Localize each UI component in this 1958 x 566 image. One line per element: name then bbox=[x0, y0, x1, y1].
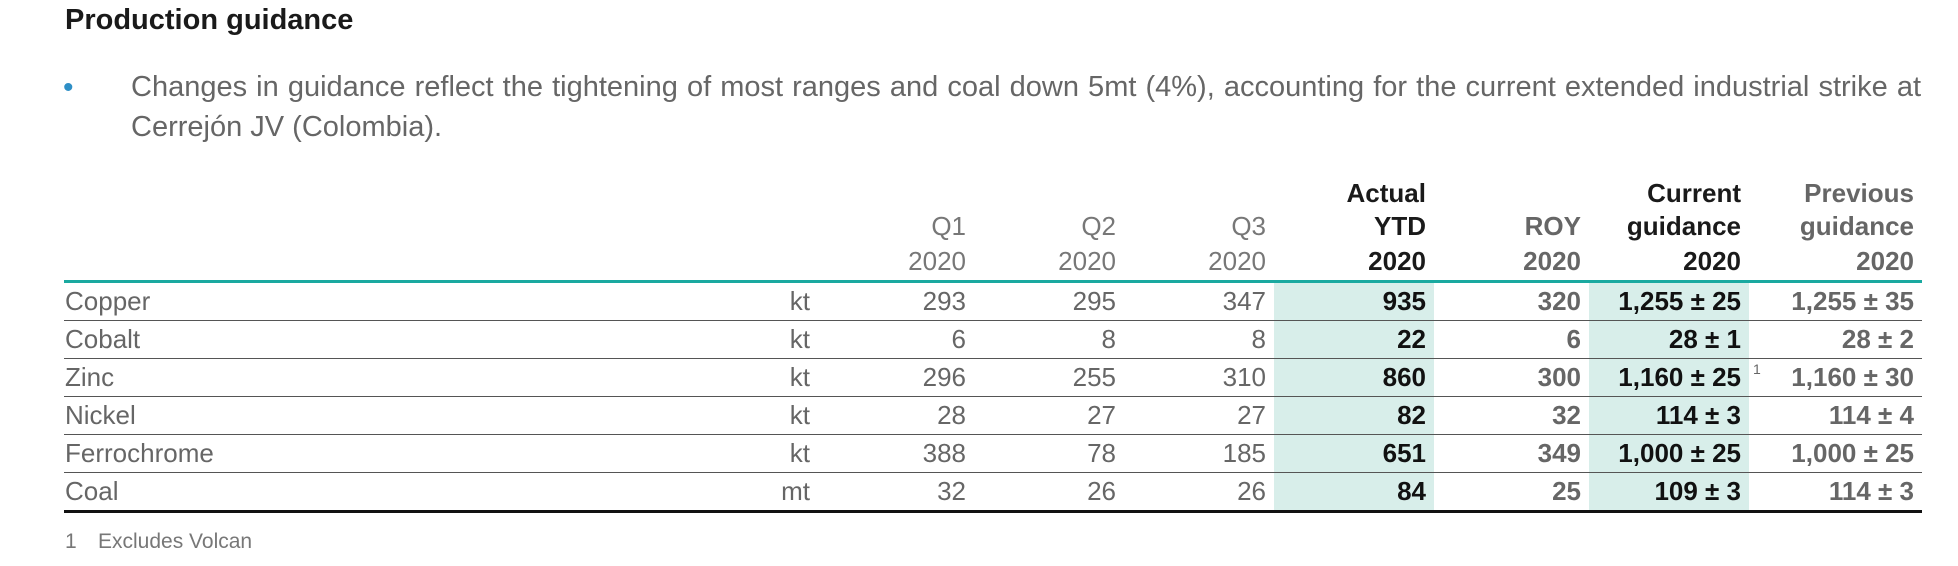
cell-q2: 78 bbox=[974, 434, 1124, 473]
cell-unit: kt bbox=[624, 358, 824, 397]
page-title: Production guidance bbox=[65, 4, 354, 36]
cell-previous: 1,255 ± 35 bbox=[1763, 281, 1922, 321]
header-previous-line2: guidance bbox=[1799, 211, 1914, 241]
cell-q1: 296 bbox=[824, 358, 974, 397]
header-year-row: 2020 2020 2020 2020 2020 2020 2020 bbox=[64, 244, 1922, 283]
table-row: Cobalt kt 6 8 8 22 6 28 ± 1 28 ± 2 bbox=[64, 320, 1922, 359]
header-ytd-line1: Actual bbox=[1346, 178, 1426, 208]
cell-unit: kt bbox=[624, 281, 824, 321]
header-row-1: Actual Current Previous bbox=[64, 178, 1922, 211]
header-q2-year: 2020 bbox=[974, 244, 1124, 283]
table-row: Nickel kt 28 27 27 82 32 114 ± 3 114 ± 4 bbox=[64, 396, 1922, 435]
header-roy-year: 2020 bbox=[1434, 244, 1589, 283]
cell-current: 1,000 ± 25 bbox=[1589, 434, 1749, 473]
cell-fn bbox=[1749, 320, 1763, 359]
cell-current: 28 ± 1 bbox=[1589, 320, 1749, 359]
cell-current: 1,255 ± 25 bbox=[1589, 281, 1749, 321]
cell-roy: 25 bbox=[1434, 472, 1589, 513]
header-ytd-year: 2020 bbox=[1274, 244, 1434, 283]
cell-fn bbox=[1749, 472, 1763, 513]
cell-unit: kt bbox=[624, 434, 824, 473]
cell-q3: 26 bbox=[1124, 472, 1274, 513]
table-row: Zinc kt 296 255 310 860 300 1,160 ± 25 1 1,160 ± … bbox=[64, 358, 1922, 397]
cell-roy: 349 bbox=[1434, 434, 1589, 473]
cell-q1: 28 bbox=[824, 396, 974, 435]
cell-roy: 32 bbox=[1434, 396, 1589, 435]
cell-fn bbox=[1749, 434, 1763, 473]
footnote-marker: 1 bbox=[1753, 361, 1761, 377]
footnote-number: 1 bbox=[65, 530, 77, 553]
cell-name: Cobalt bbox=[64, 320, 624, 359]
cell-name: Zinc bbox=[64, 358, 624, 397]
header-previous-line1: Previous bbox=[1804, 178, 1914, 208]
cell-q3: 310 bbox=[1124, 358, 1274, 397]
cell-previous: 114 ± 4 bbox=[1763, 396, 1922, 435]
cell-fn: 1 bbox=[1749, 358, 1763, 397]
cell-q3: 27 bbox=[1124, 396, 1274, 435]
cell-previous: 114 ± 3 bbox=[1763, 472, 1922, 513]
production-guidance-table: Actual Current Previous Q1 Q2 Q3 YTD ROY… bbox=[64, 178, 1922, 513]
cell-q3: 185 bbox=[1124, 434, 1274, 473]
cell-roy: 6 bbox=[1434, 320, 1589, 359]
cell-current: 109 ± 3 bbox=[1589, 472, 1749, 513]
cell-roy: 320 bbox=[1434, 281, 1589, 321]
header-q3-year: 2020 bbox=[1124, 244, 1274, 283]
cell-q2: 255 bbox=[974, 358, 1124, 397]
cell-unit: kt bbox=[624, 320, 824, 359]
cell-q2: 27 bbox=[974, 396, 1124, 435]
cell-current: 114 ± 3 bbox=[1589, 396, 1749, 435]
cell-ytd: 651 bbox=[1274, 434, 1434, 473]
header-q1: Q1 bbox=[931, 211, 966, 241]
cell-q3: 347 bbox=[1124, 281, 1274, 321]
header-previous-year: 2020 bbox=[1763, 244, 1922, 283]
header-current-line1: Current bbox=[1647, 178, 1741, 208]
cell-unit: kt bbox=[624, 396, 824, 435]
cell-previous: 28 ± 2 bbox=[1763, 320, 1922, 359]
cell-q1: 388 bbox=[824, 434, 974, 473]
header-ytd-line2: YTD bbox=[1374, 211, 1426, 241]
cell-name: Copper bbox=[64, 281, 624, 321]
table-row: Coal mt 32 26 26 84 25 109 ± 3 114 ± 3 bbox=[64, 472, 1922, 513]
footnote-text: Excludes Volcan bbox=[98, 530, 253, 553]
header-q2: Q2 bbox=[1081, 211, 1116, 241]
cell-ytd: 22 bbox=[1274, 320, 1434, 359]
header-current-line2: guidance bbox=[1626, 211, 1741, 241]
cell-current: 1,160 ± 25 bbox=[1589, 358, 1749, 397]
header-q1-year: 2020 bbox=[824, 244, 974, 283]
cell-q2: 8 bbox=[974, 320, 1124, 359]
table-row: Copper kt 293 295 347 935 320 1,255 ± 25 1,255 ±… bbox=[64, 281, 1922, 321]
bullet-text: Changes in guidance reflect the tighteni… bbox=[131, 71, 1921, 143]
cell-previous: 1,000 ± 25 bbox=[1763, 434, 1922, 473]
cell-name: Ferrochrome bbox=[64, 434, 624, 473]
cell-q1: 6 bbox=[824, 320, 974, 359]
cell-q3: 8 bbox=[1124, 320, 1274, 359]
bullet-icon: • bbox=[63, 71, 74, 104]
cell-fn bbox=[1749, 396, 1763, 435]
cell-ytd: 860 bbox=[1274, 358, 1434, 397]
cell-ytd: 82 bbox=[1274, 396, 1434, 435]
cell-ytd: 935 bbox=[1274, 281, 1434, 321]
header-row-2: Q1 Q2 Q3 YTD ROY guidance guidance bbox=[64, 211, 1922, 244]
cell-fn bbox=[1749, 281, 1763, 321]
footnote: 1 Excludes Volcan bbox=[65, 530, 252, 554]
header-q3: Q3 bbox=[1231, 211, 1266, 241]
cell-q1: 293 bbox=[824, 281, 974, 321]
cell-name: Nickel bbox=[64, 396, 624, 435]
cell-roy: 300 bbox=[1434, 358, 1589, 397]
cell-q1: 32 bbox=[824, 472, 974, 513]
cell-unit: mt bbox=[624, 472, 824, 513]
cell-q2: 295 bbox=[974, 281, 1124, 321]
cell-q2: 26 bbox=[974, 472, 1124, 513]
table-body: Copper kt 293 295 347 935 320 1,255 ± 25 1,255 ±… bbox=[64, 281, 1922, 513]
header-current-year: 2020 bbox=[1589, 244, 1749, 283]
cell-previous: 1,160 ± 30 bbox=[1763, 358, 1922, 397]
table-row: Ferrochrome kt 388 78 185 651 349 1,000 ± 25 1,0… bbox=[64, 434, 1922, 473]
cell-ytd: 84 bbox=[1274, 472, 1434, 513]
cell-name: Coal bbox=[64, 472, 624, 513]
header-roy: ROY bbox=[1524, 211, 1581, 241]
